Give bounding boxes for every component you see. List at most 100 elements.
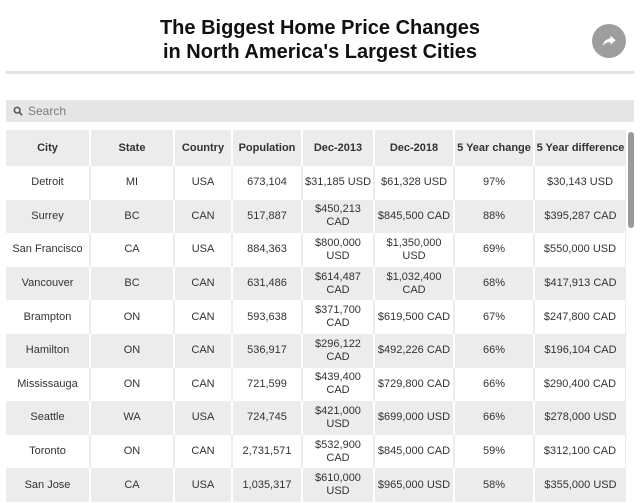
cell-country: USA [174,468,233,502]
cell-5-year-difference: $247,800 CAD [534,300,626,334]
cell-dec-2013: $532,900 CAD [302,434,375,469]
cell-dec-2013: $450,213 CAD [302,199,375,234]
cell-5-year-difference: $395,287 CAD [534,199,626,234]
cell-population: 536,917 [232,333,303,368]
table-header-row: City State Country Population Dec-2013 D… [6,130,626,166]
column-header-5-year-difference[interactable]: 5 Year difference [534,130,626,166]
cell-dec-2013: $800,000 USD [302,233,375,267]
cell-state: ON [90,367,175,402]
cell-5-year-difference: $278,000 USD [534,401,626,435]
cell-city: Hamilton [6,333,91,368]
cell-population: 631,486 [232,266,303,301]
table-scrollbar[interactable] [628,132,634,228]
title-line-1: The Biggest Home Price Changes [159,17,481,39]
cell-dec-2018: $492,226 CAD [374,333,455,368]
search-icon [13,106,23,116]
cell-5-year-change: 88% [454,199,535,234]
cell-5-year-change: 66% [454,401,535,435]
column-header-state[interactable]: State [90,130,175,166]
column-header-dec-2018[interactable]: Dec-2018 [374,130,455,166]
cell-dec-2018: $965,000 USD [374,468,455,502]
cell-country: CAN [174,367,233,402]
search-bar[interactable] [6,100,634,122]
cell-country: USA [174,233,233,267]
page-header: The Biggest Home Price Changes in North … [0,0,640,74]
cell-country: USA [174,166,233,200]
table-row: Toronto ON CAN 2,731,571 $532,900 CAD $8… [6,434,626,469]
cell-dec-2013: $31,185 USD [302,166,375,200]
cell-country: CAN [174,434,233,469]
cell-city: Detroit [6,166,91,200]
search-input[interactable] [28,104,608,118]
cell-country: CAN [174,199,233,234]
cell-dec-2018: $699,000 USD [374,401,455,435]
cell-5-year-change: 68% [454,266,535,301]
column-header-city[interactable]: City [6,130,91,166]
cell-population: 2,731,571 [232,434,303,469]
cell-population: 593,638 [232,300,303,334]
cell-5-year-difference: $550,000 USD [534,233,626,267]
table-row: Seattle WA USA 724,745 $421,000 USD $699… [6,401,626,435]
cell-state: CA [90,468,175,502]
cell-city: San Jose [6,468,91,502]
data-table-container[interactable]: City State Country Population Dec-2013 D… [6,130,626,503]
cell-dec-2013: $610,000 USD [302,468,375,502]
column-header-country[interactable]: Country [174,130,233,166]
column-header-population[interactable]: Population [232,130,303,166]
cell-city: Vancouver [6,266,91,301]
cell-city: Mississauga [6,367,91,402]
cell-5-year-change: 67% [454,300,535,334]
column-header-dec-2013[interactable]: Dec-2013 [302,130,375,166]
cell-country: USA [174,401,233,435]
cell-5-year-difference: $355,000 USD [534,468,626,502]
table-row: Vancouver BC CAN 631,486 $614,487 CAD $1… [6,266,626,301]
cell-dec-2013: $371,700 CAD [302,300,375,334]
cell-dec-2018: $845,000 CAD [374,434,455,469]
cell-state: ON [90,333,175,368]
cell-country: CAN [174,266,233,301]
cell-city: Seattle [6,401,91,435]
cell-city: Brampton [6,300,91,334]
cell-dec-2018: $845,500 CAD [374,199,455,234]
title-line-2: in North America's Largest Cities [162,41,478,63]
cell-5-year-change: 58% [454,468,535,502]
cell-country: CAN [174,300,233,334]
table-row: San Francisco CA USA 884,363 $800,000 US… [6,233,626,267]
cell-population: 884,363 [232,233,303,267]
cell-5-year-difference: $290,400 CAD [534,367,626,402]
cell-dec-2013: $439,400 CAD [302,367,375,402]
cell-5-year-change: 97% [454,166,535,200]
cell-city: Toronto [6,434,91,469]
table-row: Brampton ON CAN 593,638 $371,700 CAD $61… [6,300,626,334]
column-header-5-year-change[interactable]: 5 Year change [454,130,535,166]
table-row: Detroit MI USA 673,104 $31,185 USD $61,3… [6,166,626,200]
cell-dec-2018: $1,350,000 USD [374,233,455,267]
cell-5-year-difference: $312,100 CAD [534,434,626,469]
cell-population: 1,035,317 [232,468,303,502]
cell-state: ON [90,300,175,334]
home-price-table: City State Country Population Dec-2013 D… [6,130,626,502]
cell-population: 724,745 [232,401,303,435]
cell-dec-2013: $614,487 CAD [302,266,375,301]
cell-dec-2013: $421,000 USD [302,401,375,435]
page-title: The Biggest Home Price Changes in North … [60,16,580,64]
cell-dec-2018: $61,328 USD [374,166,455,200]
share-button[interactable] [592,24,626,58]
cell-5-year-change: 66% [454,367,535,402]
cell-state: BC [90,266,175,301]
header-divider [6,71,634,74]
cell-5-year-difference: $30,143 USD [534,166,626,200]
cell-state: ON [90,434,175,469]
table-row: Mississauga ON CAN 721,599 $439,400 CAD … [6,367,626,402]
cell-population: 721,599 [232,367,303,402]
cell-state: WA [90,401,175,435]
share-icon [602,35,616,47]
cell-city: San Francisco [6,233,91,267]
cell-5-year-difference: $196,104 CAD [534,333,626,368]
cell-state: CA [90,233,175,267]
cell-dec-2018: $1,032,400 CAD [374,266,455,301]
table-row: San Jose CA USA 1,035,317 $610,000 USD $… [6,468,626,502]
cell-state: BC [90,199,175,234]
cell-country: CAN [174,333,233,368]
cell-5-year-change: 66% [454,333,535,368]
